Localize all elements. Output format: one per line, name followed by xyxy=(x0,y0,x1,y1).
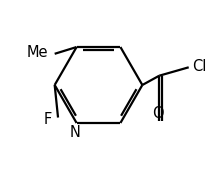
Text: Cl: Cl xyxy=(192,59,207,74)
Text: F: F xyxy=(44,112,52,127)
Text: O: O xyxy=(153,106,164,121)
Text: N: N xyxy=(69,125,80,140)
Text: Me: Me xyxy=(26,45,48,60)
